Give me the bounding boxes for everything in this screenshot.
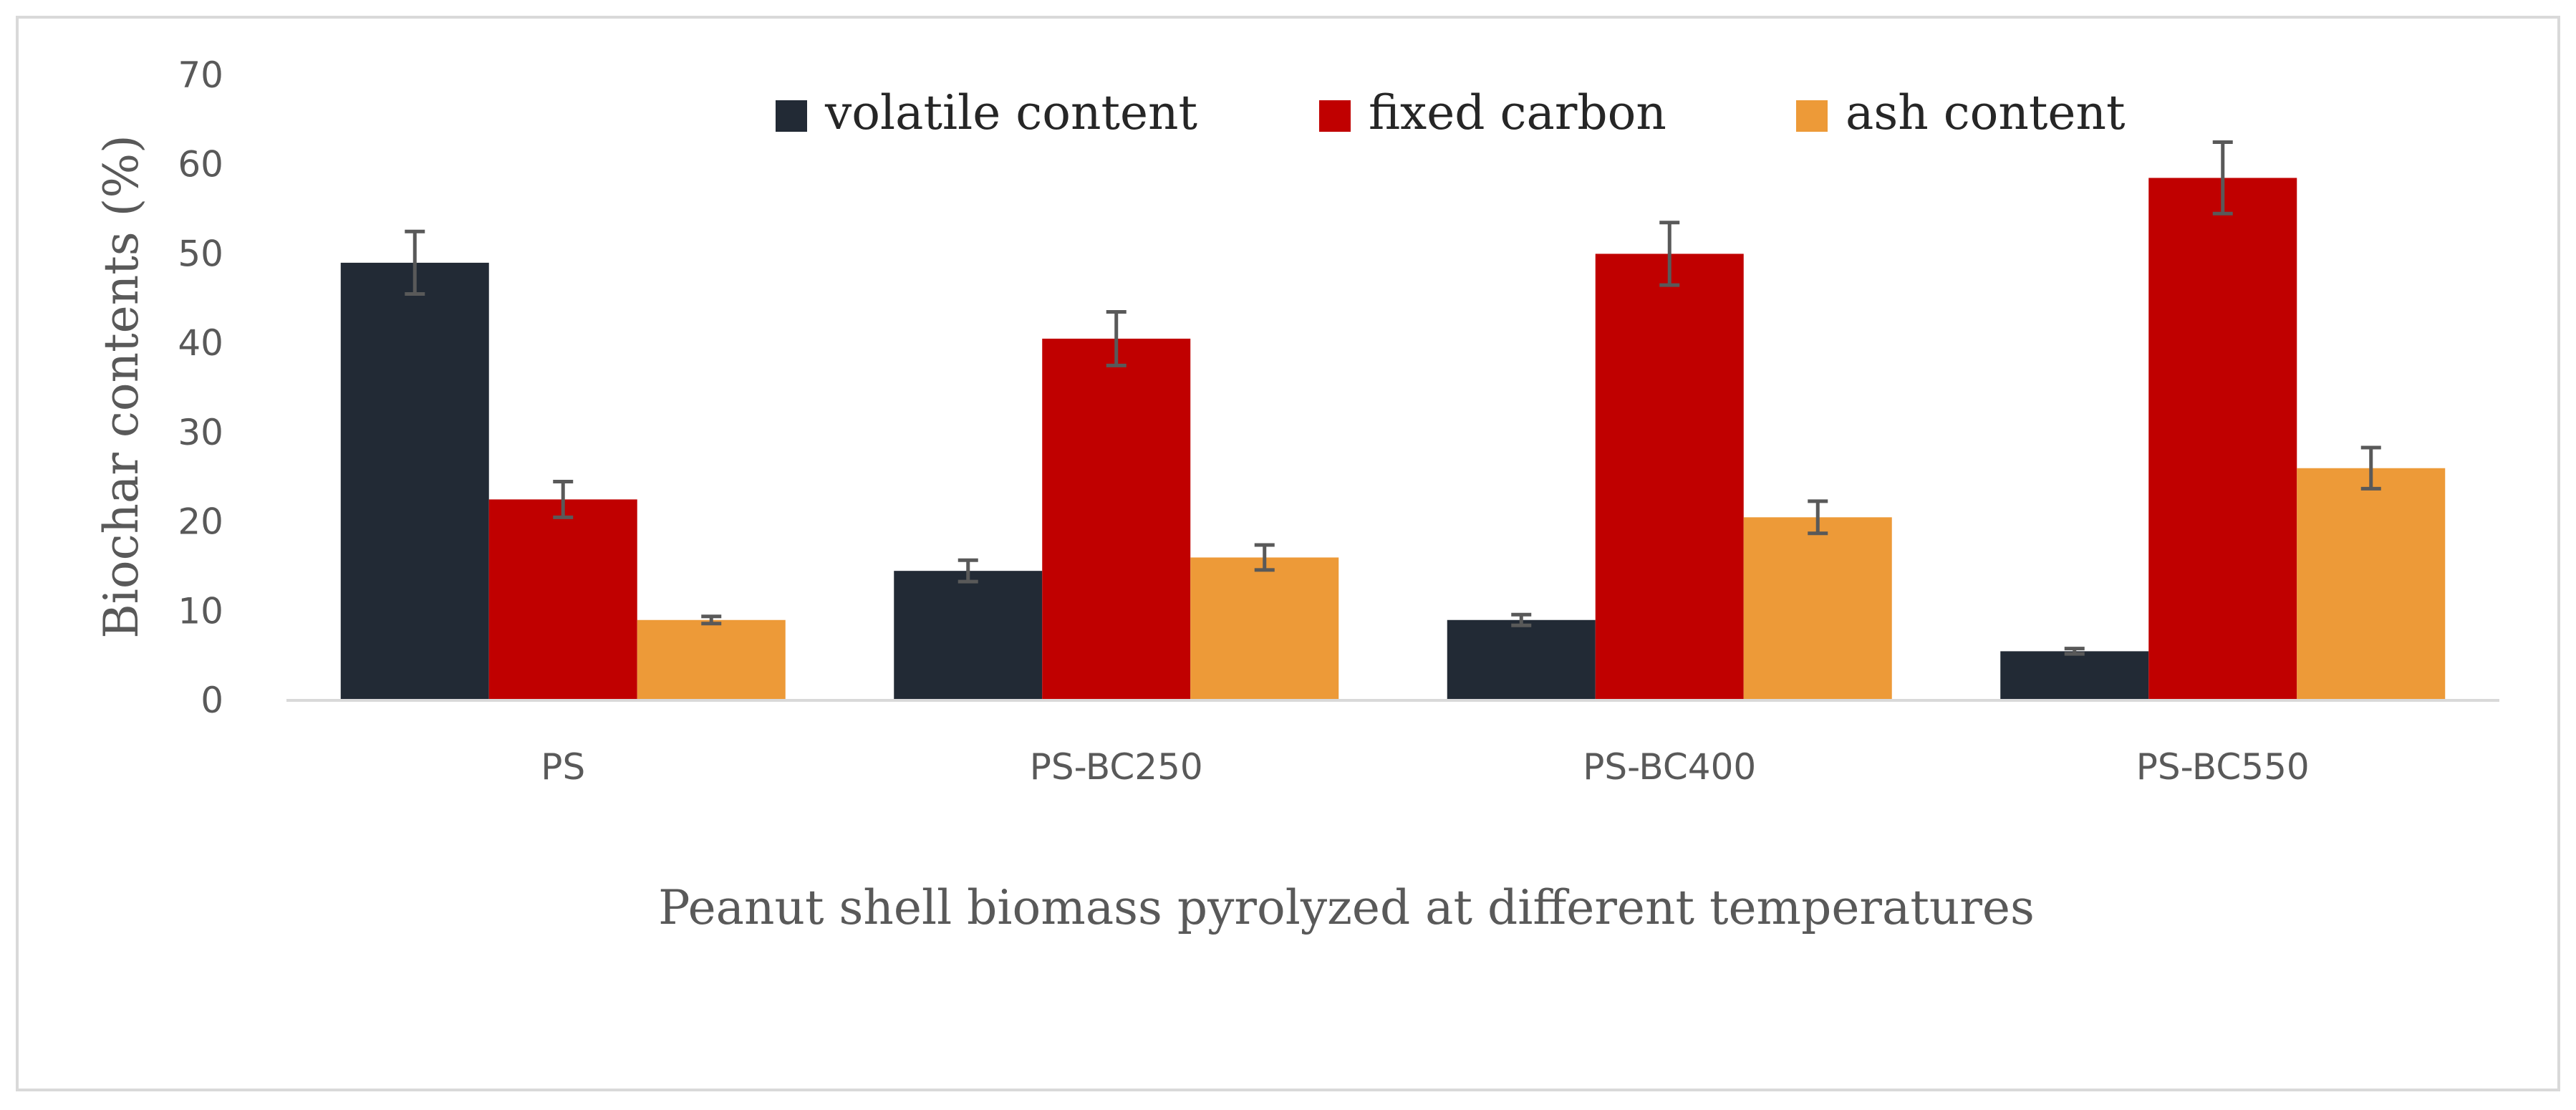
bars [340, 178, 2446, 700]
error-bar [1659, 221, 1680, 287]
bar-fixed-carbon-PS-BC400 [1595, 254, 1744, 700]
y-tick-label: 10 [178, 590, 223, 632]
error-bar [2064, 647, 2085, 656]
bar-volatile-content-PS [340, 262, 489, 700]
legend-label: ash content [1846, 85, 2126, 140]
bar-ash-content-PS-BC400 [1743, 517, 1892, 700]
y-tick-label: 50 [178, 233, 223, 274]
x-axis-title: Peanut shell biomass pyrolyzed at differ… [658, 880, 2035, 935]
bar-fixed-carbon-PS [488, 499, 637, 700]
x-category-label: PS-BC400 [1583, 746, 1756, 788]
x-category-label: PS-BC550 [2136, 746, 2310, 788]
bar-ash-content-PS-BC550 [2297, 468, 2446, 700]
error-bar [957, 558, 978, 584]
y-axis: 0 10 20 30 40 50 60 70 [178, 54, 223, 721]
error-bar [553, 479, 574, 519]
bar-volatile-content-PS-BC400 [1447, 619, 1596, 700]
x-axis-categories: PS PS-BC250 PS-BC400 PS-BC550 [541, 746, 2309, 788]
y-tick-label: 20 [178, 501, 223, 543]
bar-volatile-content-PS-BC550 [2000, 651, 2149, 700]
bar-fixed-carbon-PS-BC550 [2148, 178, 2297, 700]
y-tick-label: 0 [201, 680, 223, 721]
error-bar [701, 614, 722, 626]
y-tick-label: 60 [178, 144, 223, 185]
y-tick-label: 30 [178, 412, 223, 453]
error-bar [1106, 309, 1127, 367]
x-category-label: PS-BC250 [1030, 746, 1203, 788]
error-bar [1511, 612, 1532, 627]
error-bars [405, 140, 2381, 656]
error-bar [1254, 543, 1275, 572]
legend: volatile content fixed carbon ash content [776, 85, 2126, 140]
legend-label: fixed carbon [1369, 85, 1666, 140]
legend-swatch-ash-content [1796, 100, 1828, 132]
bar-fixed-carbon-PS-BC250 [1042, 338, 1191, 700]
error-bar [1808, 499, 1828, 536]
x-category-label: PS [541, 746, 585, 788]
error-bar [2212, 140, 2233, 216]
y-axis-title: Biochar contents (%) [94, 135, 149, 639]
error-bar [405, 229, 425, 296]
bar-volatile-content-PS-BC250 [894, 571, 1043, 700]
legend-swatch-fixed-carbon [1319, 100, 1351, 132]
y-tick-label: 70 [178, 54, 223, 96]
bar-ash-content-PS [637, 619, 786, 700]
y-tick-label: 40 [178, 322, 223, 364]
legend-swatch-volatile-content [776, 100, 807, 132]
error-bar [2360, 445, 2381, 491]
legend-label: volatile content [824, 85, 1197, 140]
bar-ash-content-PS-BC250 [1190, 557, 1339, 700]
